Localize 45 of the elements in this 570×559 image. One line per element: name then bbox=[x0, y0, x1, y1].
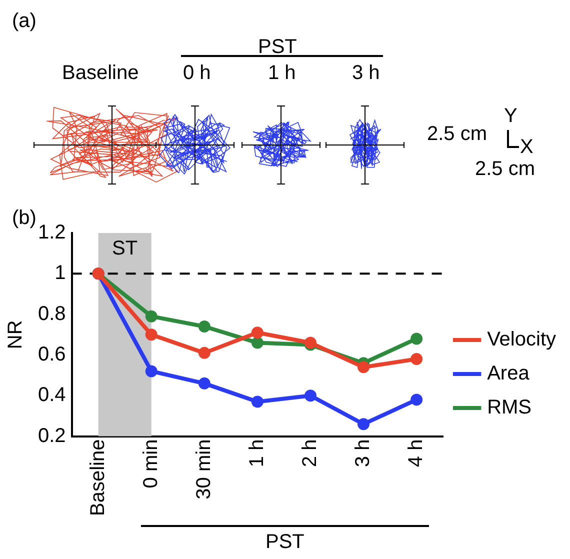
point bbox=[358, 418, 370, 430]
chart-title: (b) bbox=[12, 207, 36, 230]
y-tick-label: 0.8 bbox=[38, 302, 66, 325]
point bbox=[410, 353, 423, 366]
point bbox=[304, 390, 316, 402]
y-axis-title: NR bbox=[4, 320, 27, 350]
text: X bbox=[520, 136, 534, 159]
x-tick-label: 4 h bbox=[405, 439, 428, 468]
legend-label: RMS bbox=[487, 396, 532, 419]
x-tick-label: 2 h bbox=[298, 439, 321, 468]
point bbox=[251, 336, 264, 349]
text: Y bbox=[504, 105, 518, 128]
point bbox=[410, 394, 423, 406]
y-tick-label: 0.2 bbox=[38, 424, 66, 447]
point bbox=[358, 361, 370, 374]
point bbox=[410, 332, 423, 345]
point bbox=[251, 326, 264, 339]
y-tick-label: 1.2 bbox=[38, 222, 66, 244]
point bbox=[145, 310, 158, 322]
point bbox=[145, 328, 158, 341]
legend-label: Velocity bbox=[487, 328, 556, 351]
y-tick-label: 1 bbox=[54, 262, 66, 284]
point bbox=[198, 377, 210, 390]
x-tick-label: 0 min bbox=[140, 439, 162, 488]
x-axis-title: PST bbox=[264, 531, 306, 554]
x-tick-label: 1 h bbox=[246, 439, 268, 468]
text: 1 h bbox=[268, 62, 296, 85]
text: 2.5 cm bbox=[475, 158, 536, 181]
point bbox=[198, 320, 210, 333]
point bbox=[198, 346, 210, 359]
legend-label: Area bbox=[487, 362, 530, 385]
x-tick-label: 3 h bbox=[352, 439, 374, 468]
x-tick-label: 30 min bbox=[192, 439, 215, 500]
text: 2.5 cm bbox=[427, 123, 488, 146]
point bbox=[145, 365, 158, 378]
text: 0 h bbox=[183, 62, 211, 85]
y-tick-label: 0.6 bbox=[38, 343, 66, 366]
y-tick-label: 0.4 bbox=[38, 384, 66, 406]
text: (a) bbox=[12, 10, 36, 33]
x-tick-label: Baseline bbox=[86, 439, 109, 516]
point bbox=[251, 396, 264, 408]
band-label: ST bbox=[112, 238, 138, 260]
text: 3 h bbox=[352, 62, 380, 85]
text: Baseline bbox=[62, 62, 139, 85]
text: PST bbox=[258, 36, 297, 59]
